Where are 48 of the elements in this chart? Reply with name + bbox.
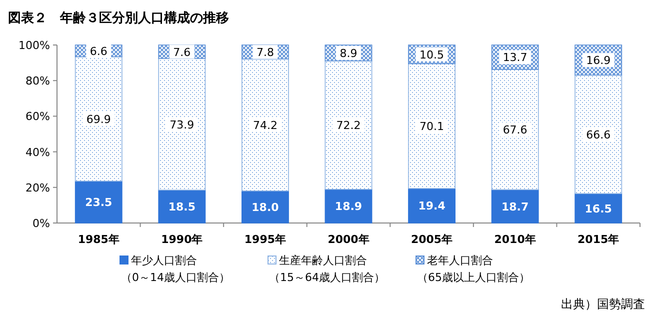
data-label: 16.9 (586, 54, 611, 68)
data-label: 72.2 (336, 119, 361, 132)
data-label: 73.9 (170, 118, 194, 132)
bar (574, 74, 622, 194)
bar (574, 193, 622, 224)
y-tick-label: 40% (26, 146, 50, 159)
chart-title: 図表２ 年齢３区分別人口構成の推移 (8, 11, 229, 26)
bar (408, 63, 456, 189)
data-label: 7.6 (173, 46, 191, 59)
data-label: 67.6 (502, 124, 528, 137)
legend-label: 年少人口割合（0～14歳人口割合） (121, 254, 230, 284)
bar (158, 190, 206, 224)
x-tick-label: 1990年 (161, 233, 203, 246)
x-tick-label: 1985年 (78, 233, 120, 246)
legend-label: 生産年齢人口割合（15～64歳人口割合） (269, 254, 385, 284)
data-label: 18.0 (252, 200, 280, 214)
data-label: 13.7 (502, 51, 528, 64)
data-label: 10.5 (420, 48, 444, 62)
legend-label: 老年人口割合（65歳以上人口割合） (417, 254, 530, 284)
y-tick-label: 0% (32, 217, 50, 230)
bar (491, 189, 539, 224)
x-tick-label: 1995年 (244, 233, 286, 246)
data-label: 18.7 (502, 200, 529, 214)
data-label: 70.1 (420, 120, 444, 134)
bar (74, 180, 122, 224)
bar (241, 190, 289, 224)
y-tick-label: 100% (18, 39, 50, 52)
x-tick-label: 2005年 (410, 233, 453, 246)
data-label: 18.5 (168, 200, 196, 214)
data-label: 18.9 (334, 200, 362, 214)
y-tick-label: 20% (26, 181, 50, 194)
data-label: 69.9 (86, 112, 111, 126)
data-label: 23.5 (85, 196, 112, 210)
x-tick-label: 2000年 (328, 233, 370, 246)
data-label: 6.6 (90, 44, 108, 58)
data-label: 8.9 (340, 46, 358, 60)
x-tick-label: 2010年 (494, 233, 536, 246)
y-tick-label: 60% (26, 110, 50, 124)
y-tick-label: 80% (26, 74, 50, 88)
data-label: 19.4 (418, 200, 446, 213)
data-label: 16.5 (584, 202, 612, 216)
bar (491, 68, 539, 190)
data-label: 66.6 (586, 128, 611, 142)
x-tick-label: 2015年 (578, 233, 620, 246)
bar (408, 188, 456, 224)
data-label: 7.8 (256, 46, 274, 59)
source-note: 出典）国勢調査 (561, 297, 645, 311)
data-label: 74.2 (252, 118, 278, 132)
